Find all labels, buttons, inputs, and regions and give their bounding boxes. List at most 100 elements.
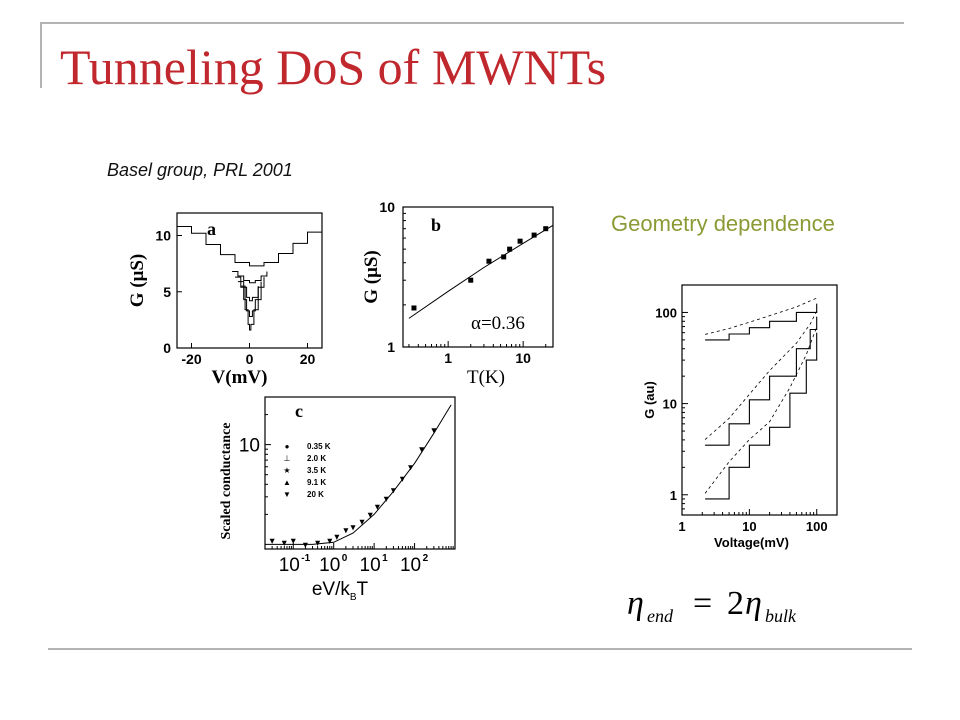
- data-point: ▾: [327, 535, 333, 545]
- chart-panel-c: 10 -1 10 0 10 1 10 210▾ ▾ ▾ ▾ ▾ ▾ ▾▾ ▾▾▾▾▾▾▾▾▾▾● 0.35 K…: [219, 396, 456, 603]
- x-axis-label: V(mV): [212, 367, 268, 388]
- top-rule: [40, 22, 904, 24]
- y-tick-label: 1: [387, 339, 395, 355]
- data-point: [468, 277, 474, 283]
- chart-panel-d: 1 10 100 1 10 100 Voltage(mV) G (au): [642, 284, 838, 550]
- chart-panel-b: 1 10 1 10 b α=0.36 T(K) G (μS): [361, 199, 554, 388]
- data-point: [543, 226, 549, 232]
- series-fit-0: [705, 297, 817, 335]
- x-tick-exponent: 0: [342, 553, 348, 564]
- alpha-annotation: α=0.36: [471, 313, 525, 334]
- data-point: [411, 305, 417, 311]
- x-axis-label: eV/kBT: [312, 579, 369, 603]
- legend-entry: 0.35 K: [307, 442, 331, 451]
- bottom-rule: [48, 648, 912, 650]
- x-tick-label: 10: [319, 555, 340, 576]
- legend-symbol: ▲: [283, 478, 291, 487]
- data-point: ▾: [374, 501, 380, 511]
- y-tick-label: 10: [155, 228, 171, 244]
- y-axis-label: G (μS): [361, 250, 382, 304]
- x-axis-label-sub: B: [350, 592, 357, 603]
- formula-sub-bulk: bulk: [765, 606, 797, 626]
- data-point: ▾: [350, 522, 356, 532]
- series-line-1: [705, 316, 818, 446]
- y-axis-label: G (au): [642, 381, 657, 419]
- y-axis-label: G (μS): [127, 254, 148, 308]
- y-tick-label: 1: [670, 488, 677, 503]
- x-tick-exponent: 1: [382, 553, 388, 564]
- legend-entry: 3.5 K: [307, 466, 326, 475]
- x-axis-label: T(K): [467, 367, 505, 388]
- series-line-3: [237, 281, 262, 317]
- series-line-4: [240, 285, 259, 331]
- y-tick-label: 10: [379, 199, 395, 215]
- legend-entry: 2.0 K: [307, 454, 326, 463]
- x-tick-label: 1: [678, 519, 685, 534]
- y-axis-label: Scaled conductance: [219, 422, 234, 539]
- panel-label: a: [207, 219, 216, 239]
- data-point: [531, 232, 537, 238]
- y-tick-label: 10: [239, 436, 260, 457]
- fit-line: [408, 224, 554, 319]
- legend-symbol: ⊥: [284, 454, 291, 463]
- y-tick-label: 10: [663, 397, 677, 412]
- x-axis-label-tail: T: [357, 579, 369, 600]
- data-point: ▾: [390, 485, 396, 495]
- formula-eta-bulk: η: [745, 585, 762, 622]
- series-fit-2: [704, 326, 818, 494]
- source-credit: Basel group, PRL 2001: [107, 160, 293, 180]
- plot-frame: [681, 284, 838, 516]
- legend-entry: 9.1 K: [307, 478, 326, 487]
- geometry-label: Geometry dependence: [611, 211, 835, 236]
- data-point: ▾: [290, 535, 296, 545]
- left-rule: [40, 22, 42, 88]
- data-point: ▾: [383, 493, 389, 503]
- legend-entry: 20 K: [307, 490, 324, 499]
- legend-symbol: ★: [283, 466, 290, 475]
- data-point: ▾: [302, 539, 308, 549]
- data-point: ▾: [314, 537, 320, 547]
- x-tick-exponent: -1: [301, 553, 310, 564]
- series-line-0: [705, 303, 818, 341]
- data-point: ▾: [399, 473, 405, 483]
- formula-eta-end: η: [627, 585, 644, 622]
- data-point: ▾: [367, 509, 373, 519]
- x-tick-label: 1: [444, 350, 452, 366]
- x-tick-label: 10: [360, 555, 381, 576]
- data-point: [501, 254, 507, 260]
- data-point: ▾: [359, 516, 365, 526]
- formula-sub-end: end: [647, 606, 674, 626]
- x-tick-label: 100: [806, 519, 828, 534]
- data-point: ▾: [418, 444, 424, 454]
- x-axis-label: Voltage(mV): [714, 535, 789, 550]
- data-point: [517, 238, 523, 244]
- data-point: [486, 258, 492, 264]
- x-tick-label: 10: [742, 519, 756, 534]
- x-tick-label: 0: [246, 351, 254, 367]
- slide-title: Tunneling DoS of MWNTs: [60, 39, 607, 95]
- data-point: [507, 246, 513, 252]
- x-tick-label: 20: [300, 351, 316, 367]
- x-tick-exponent: 2: [423, 553, 429, 564]
- data-point: ▾: [334, 532, 340, 542]
- plot-frame: [264, 396, 456, 550]
- eta-formula: η end = 2 η bulk: [625, 580, 815, 630]
- x-tick-label: 10: [515, 350, 531, 366]
- series-line-2: [705, 332, 818, 500]
- x-axis-label-main: eV/k: [312, 579, 351, 600]
- data-point: ▾: [343, 525, 349, 535]
- panel-label: b: [431, 215, 441, 235]
- chart-panel-a: -20 0 20 0 5 10 a V(mV) G (μS): [127, 212, 323, 388]
- data-point: ▾: [407, 462, 413, 472]
- legend-symbol: ●: [285, 442, 290, 451]
- plot-frame: [402, 206, 554, 348]
- y-tick-label: 0: [163, 340, 171, 356]
- formula-coefficient: 2: [727, 585, 744, 622]
- scaling-curve: [265, 404, 452, 545]
- formula-equals: =: [693, 585, 712, 622]
- x-tick-label: -20: [181, 351, 201, 367]
- series-fit-1: [704, 310, 818, 440]
- data-point: ▾: [269, 535, 275, 545]
- legend-symbol: ▼: [283, 490, 291, 499]
- x-tick-label: 10: [279, 555, 300, 576]
